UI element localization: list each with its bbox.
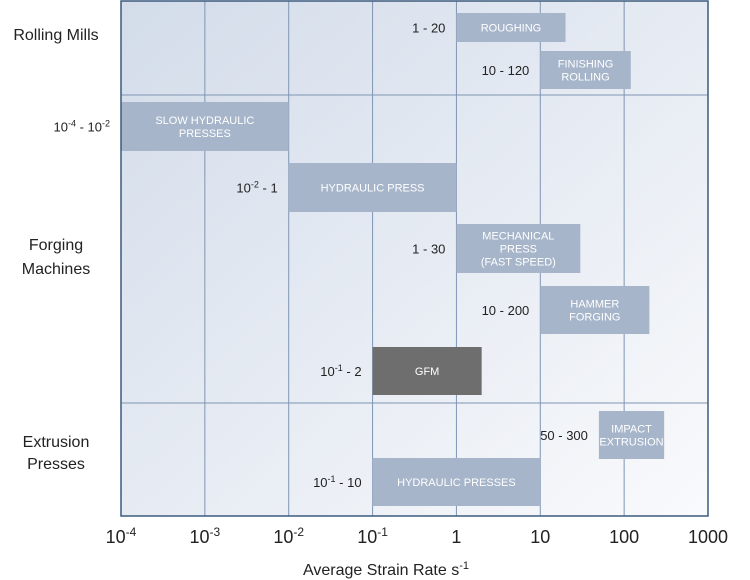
- bar-gfm: [372, 347, 482, 395]
- bar-label: ROUGHING: [481, 23, 542, 35]
- bar-mechanical-press-fast-speed: [456, 224, 581, 273]
- bar-label: GFM: [415, 366, 439, 378]
- range-label: 10-1 - 10: [313, 474, 362, 490]
- x-tick-label: 1: [451, 527, 461, 547]
- bar-label: HAMMER FORGING: [569, 299, 620, 324]
- x-tick-label: 10-4: [106, 525, 137, 547]
- group-label: Rolling Mills: [13, 27, 98, 44]
- bar-hammer-forging: [540, 286, 650, 334]
- x-tick-label: 100: [609, 527, 639, 547]
- range-label: 10-4 - 10-2: [53, 119, 110, 135]
- x-tick-label: 10-2: [273, 525, 304, 547]
- range-label: 10 - 120: [482, 63, 530, 78]
- bar-label: HYDRAULIC PRESS: [321, 183, 425, 195]
- bar-impact-extrusion: [598, 411, 665, 459]
- range-label: 10-2 - 1: [236, 180, 277, 196]
- bar-label: FINISHING ROLLING: [558, 59, 614, 84]
- x-tick-label: 10-3: [190, 525, 221, 547]
- bar-finishing-rolling: [540, 51, 631, 89]
- x-tick-label: 10: [530, 527, 550, 547]
- range-label: 1 - 20: [412, 21, 445, 36]
- range-label: 1 - 30: [412, 242, 445, 257]
- group-label: Extrusion Presses: [23, 434, 90, 473]
- group-label: Forging Machines: [22, 237, 90, 278]
- range-label: 50 - 300: [540, 428, 588, 443]
- bar-label: IMPACT EXTRUSION: [599, 424, 663, 449]
- bar-hydraulic-presses: [372, 458, 541, 506]
- bar-slow-hydraulic-presses: [121, 102, 289, 151]
- bar-label: HYDRAULIC PRESSES: [397, 477, 516, 489]
- bar-label: SLOW HYDRAULIC PRESSES: [155, 115, 254, 140]
- bar-roughing: [456, 13, 566, 42]
- x-tick-label: 10-1: [357, 525, 388, 547]
- x-tick-label: 1000: [688, 527, 728, 547]
- bar-hydraulic-press: [288, 163, 457, 212]
- x-axis-label: Average Strain Rate s-1: [303, 560, 469, 579]
- bar-label: MECHANICAL PRESS (FAST SPEED): [481, 231, 556, 269]
- plot-frame: [120, 0, 709, 517]
- range-label: 10-1 - 2: [320, 363, 361, 379]
- range-label: 10 - 200: [482, 303, 530, 318]
